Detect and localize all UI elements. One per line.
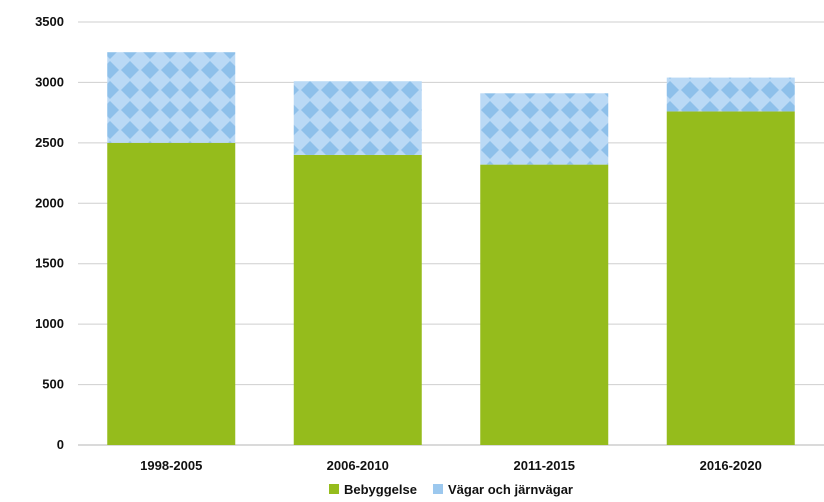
bar-segment — [293, 81, 422, 155]
bar-segment — [480, 164, 609, 445]
y-tick-label: 0 — [57, 437, 64, 452]
x-category-label: 1998-2005 — [140, 458, 202, 473]
y-tick-label: 1500 — [35, 256, 64, 271]
bar-segment — [107, 142, 236, 445]
x-category-label: 2016-2020 — [700, 458, 762, 473]
x-category-label: 2006-2010 — [327, 458, 389, 473]
bar-segment — [293, 154, 422, 445]
y-tick-label: 3500 — [35, 14, 64, 29]
y-axis: 0 500 1000 1500 2000 2500 3000 3500 — [35, 14, 64, 452]
legend-item: Vägar och järnvägar — [432, 482, 573, 497]
y-tick-label: 1000 — [35, 316, 64, 331]
x-axis: 1998-2005 2006-2010 2011-2015 2016-2020 — [140, 458, 762, 473]
legend-swatch — [329, 484, 340, 494]
y-tick-label: 2000 — [35, 195, 64, 210]
bar-segment — [480, 93, 609, 165]
bar-segment — [666, 111, 795, 445]
y-tick-label: 2500 — [35, 135, 64, 150]
y-tick-label: 500 — [42, 377, 64, 392]
legend-item: Bebyggelse — [329, 482, 417, 497]
legend-label: Bebyggelse — [344, 482, 417, 497]
y-tick-label: 3000 — [35, 74, 64, 89]
x-category-label: 2011-2015 — [514, 458, 575, 473]
legend-swatch — [432, 484, 443, 494]
bar-segment — [666, 77, 795, 112]
bars — [107, 52, 795, 445]
bar-segment — [107, 52, 236, 143]
legend-label: Vägar och järnvägar — [448, 482, 573, 497]
legend: Bebyggelse Vägar och järnvägar — [329, 482, 573, 497]
